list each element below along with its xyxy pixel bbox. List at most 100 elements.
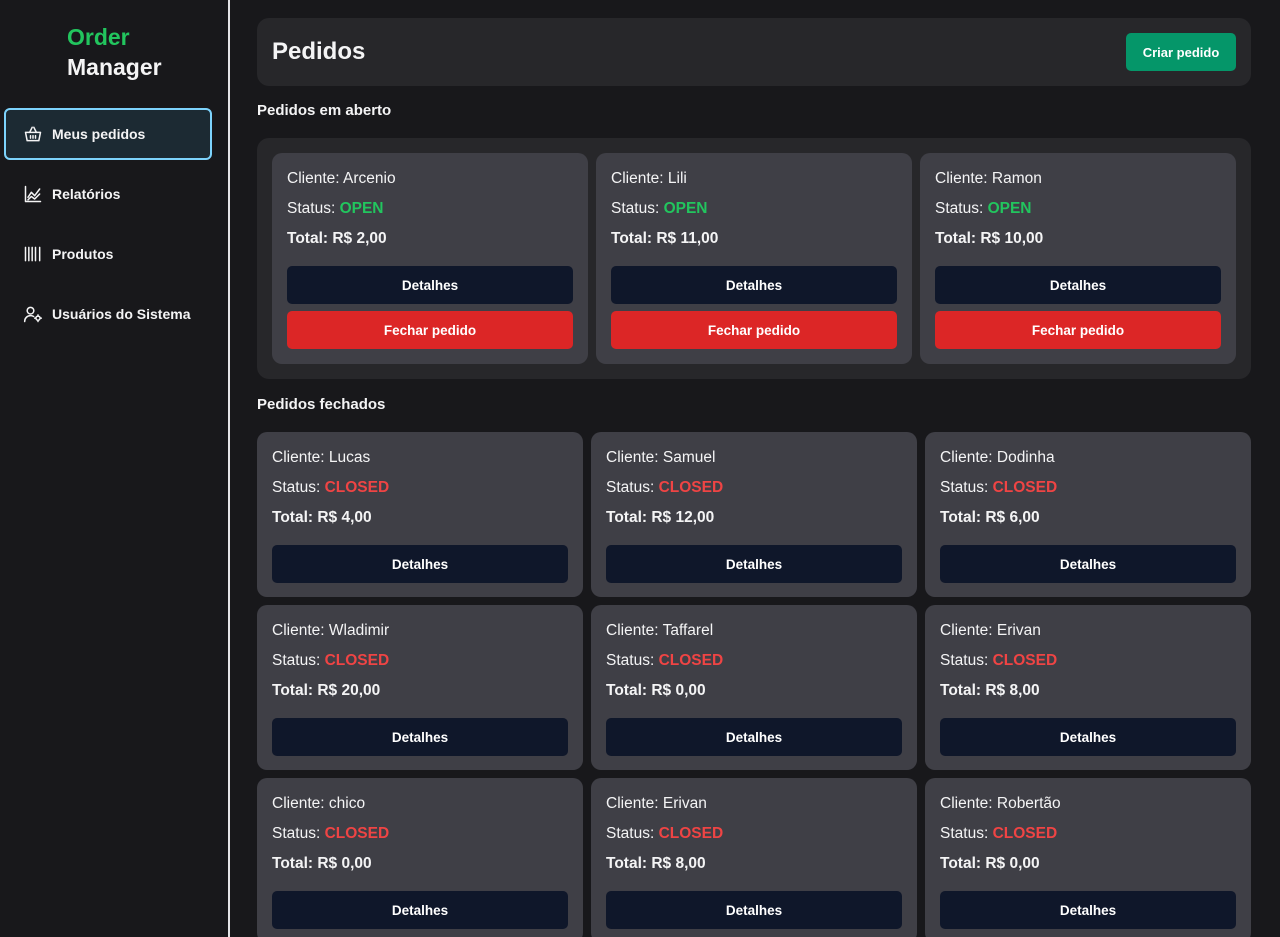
- total-line: Total: R$ 0,00: [606, 682, 706, 700]
- client-name: Erivan: [662, 795, 707, 812]
- status-badge: CLOSED: [658, 652, 724, 669]
- client-line: Cliente: Erivan: [940, 622, 1041, 640]
- total-line: Total: R$ 2,00: [287, 230, 387, 248]
- total-prefix: Total:: [611, 230, 657, 247]
- total-prefix: Total:: [940, 855, 986, 872]
- order-card: Cliente: Erivan Status: CLOSED Total: R$ 8…: [925, 605, 1251, 770]
- status-line: Status: CLOSED: [940, 825, 1057, 843]
- total-prefix: Total:: [272, 682, 318, 699]
- details-button[interactable]: Detalhes: [606, 718, 902, 756]
- create-order-button[interactable]: Criar pedido: [1126, 33, 1236, 71]
- order-card: Cliente: Lili Status: OPEN Total: R$ 11,00…: [596, 153, 912, 364]
- client-name: Erivan: [996, 622, 1041, 639]
- total-line: Total: R$ 0,00: [272, 855, 372, 873]
- status-prefix: Status:: [272, 825, 325, 842]
- close-order-button[interactable]: Fechar pedido: [287, 311, 573, 349]
- details-button[interactable]: Detalhes: [940, 718, 1236, 756]
- status-prefix: Status:: [935, 200, 988, 217]
- total-value: R$ 6,00: [985, 509, 1040, 526]
- total-prefix: Total:: [940, 509, 986, 526]
- client-line: Cliente: chico: [272, 795, 365, 813]
- status-badge: CLOSED: [324, 652, 390, 669]
- status-prefix: Status:: [940, 825, 993, 842]
- user-gear-icon: [23, 304, 43, 324]
- client-line: Cliente: Lili: [611, 170, 687, 188]
- client-name: Robertão: [996, 795, 1061, 812]
- client-prefix: Cliente:: [940, 622, 997, 639]
- details-button[interactable]: Detalhes: [940, 545, 1236, 583]
- total-value: R$ 4,00: [317, 509, 372, 526]
- details-button[interactable]: Detalhes: [606, 891, 902, 929]
- total-prefix: Total:: [935, 230, 981, 247]
- status-badge: CLOSED: [658, 825, 724, 842]
- sidebar-item-relatorios[interactable]: Relatórios: [4, 168, 212, 220]
- total-line: Total: R$ 11,00: [611, 230, 718, 248]
- client-prefix: Cliente:: [606, 449, 663, 466]
- open-orders-panel: Cliente: Arcenio Status: OPEN Total: R$ 2,…: [257, 138, 1251, 379]
- status-badge: OPEN: [987, 200, 1032, 217]
- barcode-icon: [23, 244, 43, 264]
- status-line: Status: CLOSED: [940, 479, 1057, 497]
- status-badge: CLOSED: [658, 479, 724, 496]
- client-prefix: Cliente:: [287, 170, 344, 187]
- order-card: Cliente: Lucas Status: CLOSED Total: R$ 4,…: [257, 432, 583, 597]
- status-prefix: Status:: [272, 479, 325, 496]
- close-order-button[interactable]: Fechar pedido: [611, 311, 897, 349]
- total-value: R$ 8,00: [651, 855, 706, 872]
- status-prefix: Status:: [940, 479, 993, 496]
- page-header: Pedidos Criar pedido: [257, 18, 1251, 86]
- total-prefix: Total:: [606, 682, 652, 699]
- total-line: Total: R$ 12,00: [606, 509, 714, 527]
- total-value: R$ 20,00: [317, 682, 381, 699]
- sidebar: Order Manager Meus pedidos Relatórios Pr…: [0, 0, 230, 937]
- sidebar-item-produtos[interactable]: Produtos: [4, 228, 212, 280]
- app-logo: Order Manager: [67, 22, 162, 82]
- chart-icon: [23, 184, 43, 204]
- order-card: Cliente: Samuel Status: CLOSED Total: R$ 1…: [591, 432, 917, 597]
- client-line: Cliente: Taffarel: [606, 622, 713, 640]
- details-button[interactable]: Detalhes: [611, 266, 897, 304]
- status-badge: OPEN: [339, 200, 384, 217]
- details-button[interactable]: Detalhes: [272, 545, 568, 583]
- total-line: Total: R$ 10,00: [935, 230, 1043, 248]
- details-button[interactable]: Detalhes: [272, 718, 568, 756]
- status-line: Status: CLOSED: [606, 825, 723, 843]
- client-line: Cliente: Erivan: [606, 795, 707, 813]
- sidebar-item-meus-pedidos[interactable]: Meus pedidos: [4, 108, 212, 160]
- details-button[interactable]: Detalhes: [272, 891, 568, 929]
- client-prefix: Cliente:: [606, 795, 663, 812]
- status-line: Status: OPEN: [287, 200, 384, 218]
- client-name: Taffarel: [662, 622, 714, 639]
- total-line: Total: R$ 0,00: [940, 855, 1040, 873]
- details-button[interactable]: Detalhes: [940, 891, 1236, 929]
- client-name: Ramon: [991, 170, 1042, 187]
- order-card: Cliente: Arcenio Status: OPEN Total: R$ 2,…: [272, 153, 588, 364]
- details-button[interactable]: Detalhes: [935, 266, 1221, 304]
- client-prefix: Cliente:: [935, 170, 992, 187]
- total-line: Total: R$ 4,00: [272, 509, 372, 527]
- total-prefix: Total:: [287, 230, 333, 247]
- client-line: Cliente: Wladimir: [272, 622, 389, 640]
- details-button[interactable]: Detalhes: [287, 266, 573, 304]
- sidebar-item-label: Usuários do Sistema: [52, 306, 191, 322]
- order-card: Cliente: Dodinha Status: CLOSED Total: R$ …: [925, 432, 1251, 597]
- status-line: Status: CLOSED: [940, 652, 1057, 670]
- order-card: Cliente: Taffarel Status: CLOSED Total: R$…: [591, 605, 917, 770]
- total-prefix: Total:: [272, 509, 318, 526]
- client-name: Dodinha: [996, 449, 1055, 466]
- total-line: Total: R$ 8,00: [606, 855, 706, 873]
- sidebar-item-label: Relatórios: [52, 186, 121, 202]
- sidebar-item-usuarios[interactable]: Usuários do Sistema: [4, 288, 212, 340]
- logo-line-2: Manager: [67, 54, 162, 80]
- total-value: R$ 10,00: [980, 230, 1044, 247]
- status-line: Status: CLOSED: [272, 825, 389, 843]
- status-prefix: Status:: [940, 652, 993, 669]
- status-badge: CLOSED: [324, 825, 390, 842]
- status-badge: CLOSED: [992, 479, 1058, 496]
- client-line: Cliente: Robertão: [940, 795, 1061, 813]
- client-line: Cliente: Dodinha: [940, 449, 1055, 467]
- details-button[interactable]: Detalhes: [606, 545, 902, 583]
- status-line: Status: OPEN: [935, 200, 1032, 218]
- total-value: R$ 0,00: [985, 855, 1040, 872]
- close-order-button[interactable]: Fechar pedido: [935, 311, 1221, 349]
